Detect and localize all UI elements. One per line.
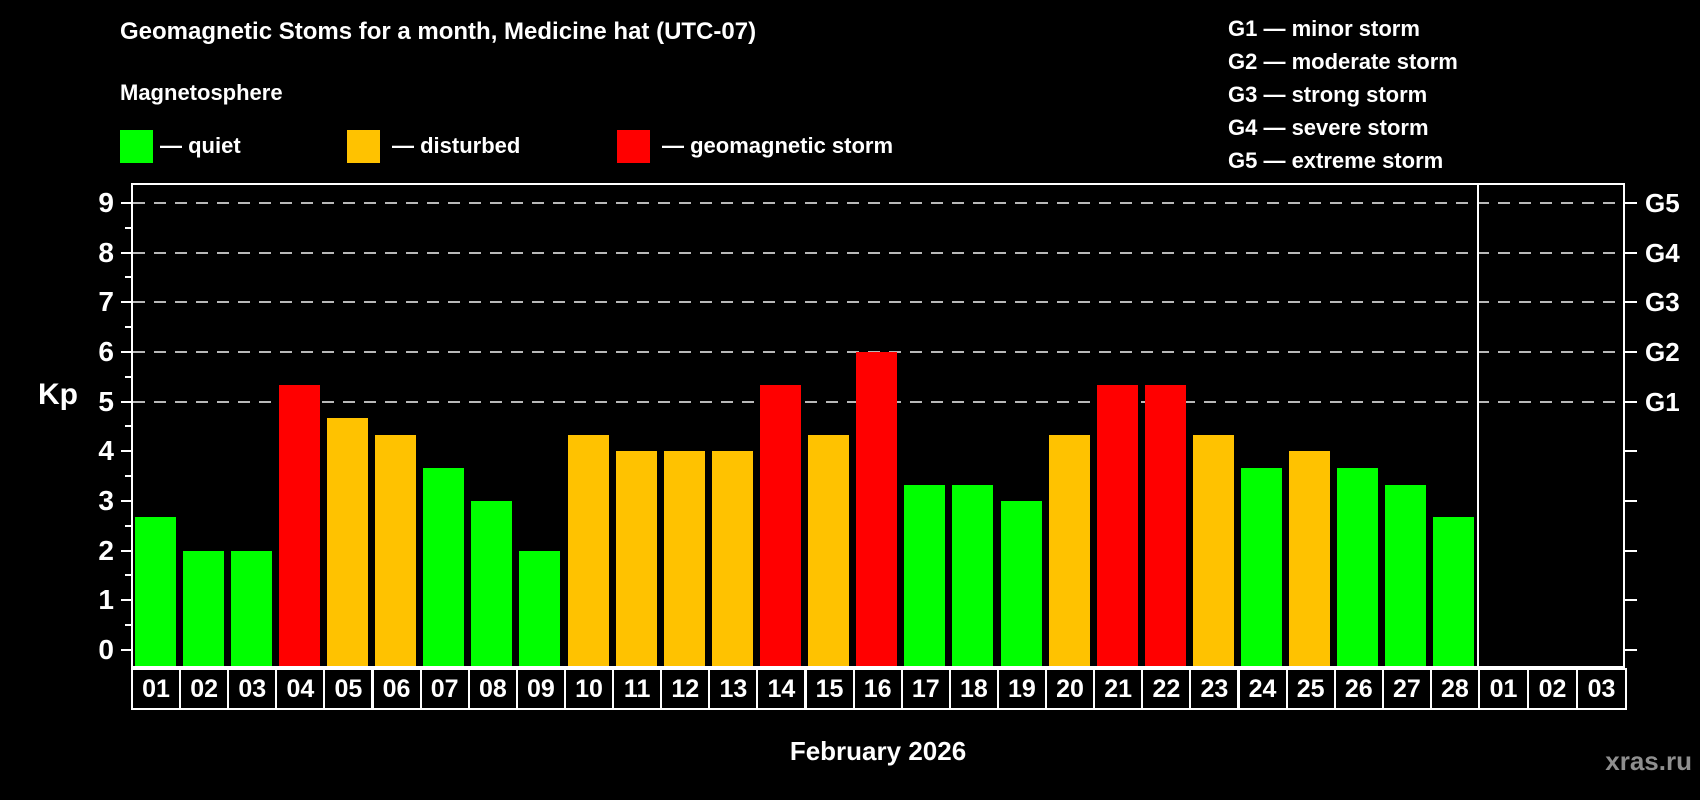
status-legend: — quiet — disturbed — geomagnetic storm	[0, 130, 1100, 166]
g-axis-label-g1: G1	[1645, 386, 1680, 417]
day-label-22: 22	[1141, 668, 1192, 710]
day-label-08: 08	[467, 668, 518, 710]
g-scale-legend: G1 — minor storm G2 — moderate storm G3 — …	[1228, 12, 1458, 177]
y-tick-label-2: 2	[98, 534, 114, 566]
g-legend-line-g3: G3 — strong storm	[1228, 82, 1428, 107]
watermark: xras.ru	[1605, 746, 1692, 776]
day-label-19: 19	[996, 668, 1047, 710]
chart-subtitle: Magnetosphere	[120, 80, 283, 105]
next-month-day-label-01: 01	[1478, 668, 1529, 710]
day-label-04: 04	[275, 668, 326, 710]
g-legend-line-g2: G2 — moderate storm	[1228, 49, 1458, 74]
x-axis-title: February 2026	[789, 736, 967, 766]
day-label-25: 25	[1285, 668, 1336, 710]
y-axis-title: Kp	[38, 378, 78, 411]
y-tick-9	[121, 201, 131, 204]
day-label-11: 11	[612, 668, 663, 710]
y-tick-3	[121, 499, 131, 502]
y-tick-label-6: 6	[98, 335, 114, 367]
y-tick-label-8: 8	[98, 236, 114, 268]
y-tick-5	[121, 400, 131, 403]
day-label-14: 14	[756, 668, 807, 710]
y-tick-label-1: 1	[98, 584, 114, 616]
g-axis-label-g2: G2	[1645, 336, 1680, 367]
y-tick-label-3: 3	[98, 484, 114, 516]
day-label-07: 07	[419, 668, 470, 710]
right-tick-4	[1625, 450, 1637, 453]
right-tick-1	[1625, 599, 1637, 602]
day-label-28: 28	[1429, 668, 1480, 710]
day-label-21: 21	[1093, 668, 1144, 710]
y-tick-4	[121, 450, 131, 453]
day-label-23: 23	[1189, 668, 1240, 710]
right-tick-3	[1625, 499, 1637, 502]
day-label-13: 13	[708, 668, 759, 710]
g-legend-line-g1: G1 — minor storm	[1228, 16, 1420, 41]
right-tick-0	[1625, 649, 1637, 651]
day-label-09: 09	[515, 668, 566, 710]
day-label-24: 24	[1237, 668, 1288, 710]
day-label-26: 26	[1333, 668, 1384, 710]
legend-swatch-quiet	[120, 130, 153, 163]
y-tick-1	[121, 599, 131, 602]
y-tick-8	[121, 251, 131, 254]
day-label-16: 16	[852, 668, 903, 710]
y-tick-0	[121, 649, 131, 651]
day-label-01: 01	[131, 668, 182, 710]
right-tick-6	[1625, 350, 1637, 353]
day-label-17: 17	[900, 668, 951, 710]
g-axis-label-g4: G4	[1645, 237, 1680, 268]
legend-label-disturbed: — disturbed	[392, 133, 521, 158]
day-label-10: 10	[564, 668, 615, 710]
day-label-02: 02	[179, 668, 230, 710]
next-month-day-label-03: 03	[1576, 668, 1627, 710]
legend-swatch-disturbed	[347, 130, 380, 163]
day-label-15: 15	[804, 668, 855, 710]
day-label-27: 27	[1381, 668, 1432, 710]
right-tick-2	[1625, 549, 1637, 552]
day-label-05: 05	[323, 668, 374, 710]
day-label-20: 20	[1045, 668, 1096, 710]
day-label-03: 03	[227, 668, 278, 710]
y-tick-label-7: 7	[98, 286, 114, 318]
g-axis-label-g3: G3	[1645, 287, 1680, 318]
day-label-18: 18	[948, 668, 999, 710]
legend-swatch-storm	[617, 130, 650, 163]
plot-area	[131, 183, 1625, 668]
day-label-12: 12	[660, 668, 711, 710]
right-tick-5	[1625, 400, 1637, 403]
right-tick-8	[1625, 251, 1637, 254]
chart-title: Geomagnetic Stoms for a month, Medicine …	[120, 18, 757, 45]
legend-label-storm: — geomagnetic storm	[662, 133, 894, 158]
right-tick-7	[1625, 301, 1637, 304]
g-legend-line-g5: G5 — extreme storm	[1228, 148, 1444, 173]
y-tick-label-0: 0	[98, 634, 114, 665]
y-tick-2	[121, 549, 131, 552]
next-month-day-label-02: 02	[1527, 668, 1578, 710]
right-tick-9	[1625, 201, 1637, 204]
g-legend-line-g4: G4 — severe storm	[1228, 115, 1429, 140]
y-tick-7	[121, 301, 131, 304]
day-label-06: 06	[371, 668, 422, 710]
y-tick-6	[121, 350, 131, 353]
y-tick-label-4: 4	[98, 435, 114, 467]
y-tick-label-9: 9	[98, 186, 114, 218]
g-axis-label-g5: G5	[1645, 187, 1680, 218]
legend-label-quiet: — quiet	[160, 133, 241, 158]
